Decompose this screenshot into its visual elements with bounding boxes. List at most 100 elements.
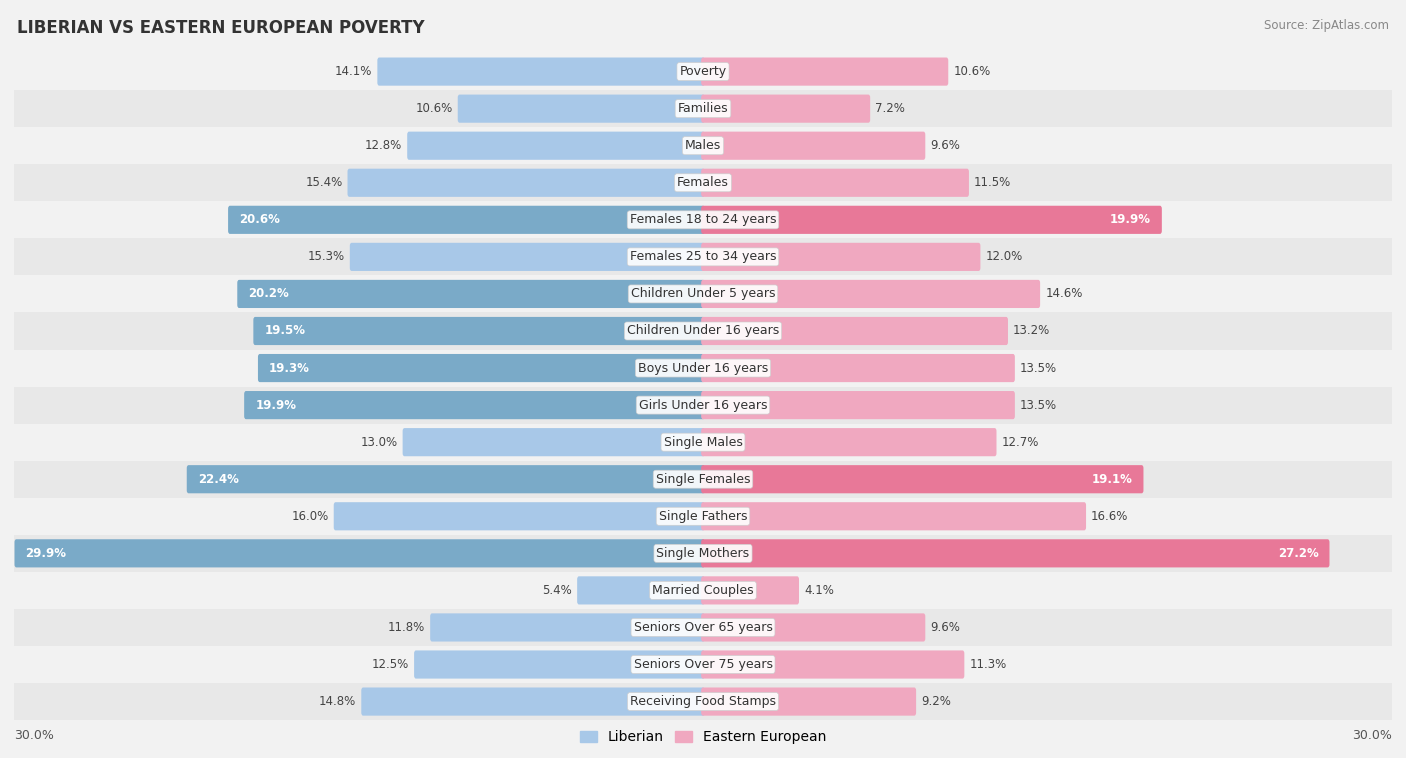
FancyBboxPatch shape <box>702 280 1040 308</box>
Text: 15.3%: 15.3% <box>308 250 344 263</box>
Text: Females 25 to 34 years: Females 25 to 34 years <box>630 250 776 263</box>
Text: 22.4%: 22.4% <box>198 473 239 486</box>
Text: Receiving Food Stamps: Receiving Food Stamps <box>630 695 776 708</box>
Text: 19.3%: 19.3% <box>269 362 309 374</box>
Text: 20.6%: 20.6% <box>239 213 280 227</box>
FancyBboxPatch shape <box>576 576 704 604</box>
Bar <box>14 127 1392 164</box>
Text: 13.0%: 13.0% <box>360 436 398 449</box>
Bar <box>14 461 1392 498</box>
Bar <box>14 53 1392 90</box>
FancyBboxPatch shape <box>257 354 704 382</box>
Text: 14.8%: 14.8% <box>319 695 356 708</box>
FancyBboxPatch shape <box>402 428 704 456</box>
Text: 16.0%: 16.0% <box>291 510 329 523</box>
Bar <box>14 535 1392 572</box>
FancyBboxPatch shape <box>333 503 704 531</box>
FancyBboxPatch shape <box>14 539 704 568</box>
Bar <box>14 238 1392 275</box>
FancyBboxPatch shape <box>702 613 925 641</box>
FancyBboxPatch shape <box>702 650 965 678</box>
Text: Boys Under 16 years: Boys Under 16 years <box>638 362 768 374</box>
Text: 7.2%: 7.2% <box>875 102 905 115</box>
FancyBboxPatch shape <box>702 503 1085 531</box>
Text: Females 18 to 24 years: Females 18 to 24 years <box>630 213 776 227</box>
Bar <box>14 646 1392 683</box>
Text: 19.9%: 19.9% <box>256 399 297 412</box>
FancyBboxPatch shape <box>430 613 704 641</box>
Bar <box>14 387 1392 424</box>
FancyBboxPatch shape <box>350 243 704 271</box>
Text: 14.6%: 14.6% <box>1045 287 1083 300</box>
Text: Seniors Over 65 years: Seniors Over 65 years <box>634 621 772 634</box>
Text: 19.9%: 19.9% <box>1109 213 1152 227</box>
FancyBboxPatch shape <box>245 391 704 419</box>
Text: 12.0%: 12.0% <box>986 250 1022 263</box>
Text: 15.4%: 15.4% <box>305 177 343 190</box>
Bar <box>14 683 1392 720</box>
Text: 30.0%: 30.0% <box>1353 729 1392 742</box>
Text: 9.6%: 9.6% <box>931 621 960 634</box>
Text: 16.6%: 16.6% <box>1091 510 1129 523</box>
Text: 19.1%: 19.1% <box>1091 473 1132 486</box>
FancyBboxPatch shape <box>347 169 704 197</box>
Text: Children Under 5 years: Children Under 5 years <box>631 287 775 300</box>
Text: Single Males: Single Males <box>664 436 742 449</box>
Text: 9.2%: 9.2% <box>921 695 950 708</box>
Text: Source: ZipAtlas.com: Source: ZipAtlas.com <box>1264 19 1389 32</box>
FancyBboxPatch shape <box>458 95 704 123</box>
Text: 10.6%: 10.6% <box>415 102 453 115</box>
Text: 29.9%: 29.9% <box>25 547 66 560</box>
Bar <box>14 572 1392 609</box>
FancyBboxPatch shape <box>702 428 997 456</box>
Text: 12.8%: 12.8% <box>366 139 402 152</box>
Text: Children Under 16 years: Children Under 16 years <box>627 324 779 337</box>
FancyBboxPatch shape <box>702 95 870 123</box>
FancyBboxPatch shape <box>702 132 925 160</box>
Text: Single Females: Single Females <box>655 473 751 486</box>
Text: LIBERIAN VS EASTERN EUROPEAN POVERTY: LIBERIAN VS EASTERN EUROPEAN POVERTY <box>17 19 425 37</box>
Text: 12.5%: 12.5% <box>371 658 409 671</box>
Text: 20.2%: 20.2% <box>249 287 290 300</box>
Bar <box>14 275 1392 312</box>
Text: 19.5%: 19.5% <box>264 324 305 337</box>
Bar <box>14 498 1392 535</box>
Text: 14.1%: 14.1% <box>335 65 373 78</box>
Text: Married Couples: Married Couples <box>652 584 754 597</box>
FancyBboxPatch shape <box>702 465 1143 493</box>
FancyBboxPatch shape <box>702 354 1015 382</box>
Bar <box>14 90 1392 127</box>
Text: Seniors Over 75 years: Seniors Over 75 years <box>634 658 772 671</box>
Text: Single Mothers: Single Mothers <box>657 547 749 560</box>
Text: 27.2%: 27.2% <box>1278 547 1319 560</box>
FancyBboxPatch shape <box>408 132 704 160</box>
Text: 4.1%: 4.1% <box>804 584 834 597</box>
FancyBboxPatch shape <box>361 688 704 716</box>
Text: 12.7%: 12.7% <box>1001 436 1039 449</box>
FancyBboxPatch shape <box>702 391 1015 419</box>
FancyBboxPatch shape <box>702 169 969 197</box>
FancyBboxPatch shape <box>702 58 948 86</box>
Text: Girls Under 16 years: Girls Under 16 years <box>638 399 768 412</box>
Text: 5.4%: 5.4% <box>543 584 572 597</box>
Text: Poverty: Poverty <box>679 65 727 78</box>
FancyBboxPatch shape <box>702 576 799 604</box>
FancyBboxPatch shape <box>187 465 704 493</box>
Text: 11.8%: 11.8% <box>388 621 425 634</box>
Bar <box>14 202 1392 238</box>
FancyBboxPatch shape <box>702 317 1008 345</box>
FancyBboxPatch shape <box>702 688 917 716</box>
FancyBboxPatch shape <box>702 539 1330 568</box>
Legend: Liberian, Eastern European: Liberian, Eastern European <box>575 725 831 750</box>
Bar <box>14 312 1392 349</box>
Text: 9.6%: 9.6% <box>931 139 960 152</box>
Text: Females: Females <box>678 177 728 190</box>
Text: 11.5%: 11.5% <box>974 177 1011 190</box>
Text: 30.0%: 30.0% <box>14 729 53 742</box>
Text: 10.6%: 10.6% <box>953 65 991 78</box>
Bar <box>14 609 1392 646</box>
Text: Families: Families <box>678 102 728 115</box>
FancyBboxPatch shape <box>238 280 704 308</box>
Text: 13.5%: 13.5% <box>1019 362 1057 374</box>
FancyBboxPatch shape <box>377 58 704 86</box>
